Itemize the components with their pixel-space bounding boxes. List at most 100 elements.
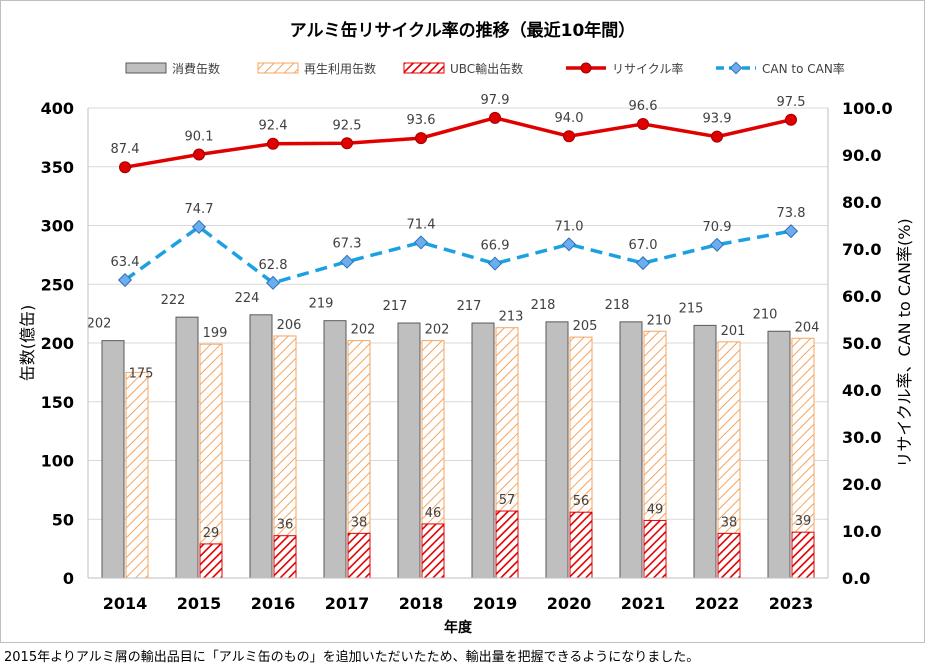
bar-consumed: [323, 320, 347, 579]
bar-ubc: [273, 535, 297, 579]
x-tick-label: 2017: [325, 594, 370, 613]
y-tick-label: 50: [52, 510, 74, 529]
bar-ubc: [791, 531, 815, 579]
bar-consumed: [767, 330, 791, 579]
gridlines: [88, 107, 828, 579]
y2-tick-label: 80.0: [842, 193, 881, 212]
legend-swatch-consumed: [125, 62, 167, 74]
bar-consumed: [693, 324, 717, 579]
recycle-rate-point: [193, 148, 205, 161]
bar-consumed-label: 224: [235, 291, 260, 306]
recycle-rate-label: 97.9: [481, 93, 510, 108]
x-tick-label: 2020: [547, 594, 592, 613]
y2-tick-label: 50.0: [842, 334, 881, 353]
recycle-rate-point: [637, 117, 649, 130]
legend-marker-can-to-can: [729, 61, 743, 75]
y2-tick-label: 90.0: [842, 146, 881, 165]
chart-title: アルミ缶リサイクル率の推移（最近10年間）: [289, 21, 636, 41]
y2-tick-label: 70.0: [842, 240, 881, 259]
recycle-rate-point: [489, 111, 501, 124]
bar-recycled-label: 205: [573, 319, 598, 334]
bar-recycled-label: 199: [203, 326, 228, 341]
legend-label-ubc: UBC輸出缶数: [450, 61, 523, 76]
legend-marker-recycle-rate: [580, 62, 592, 74]
bar-consumed: [545, 321, 569, 579]
bar-consumed-label: 217: [457, 299, 482, 314]
bar-consumed: [101, 340, 125, 579]
recycle-rate-point: [785, 113, 797, 126]
can-to-can-rate-point: [191, 219, 207, 234]
bar-ubc: [643, 519, 667, 579]
can-to-can-rate-point: [635, 256, 651, 271]
bar-ubc-label: 39: [795, 514, 812, 529]
y-tick-label: 0: [63, 569, 74, 588]
recycle-rate-label: 94.0: [555, 111, 584, 126]
bar-ubc-label: 29: [203, 526, 220, 541]
y2-tick-label: 60.0: [842, 287, 881, 306]
footnote: 2015年よりアルミ屑の輸出品目に「アルミ缶のもの」を追加いただいたため、輸出量…: [4, 650, 700, 665]
x-tick-label: 2018: [399, 594, 444, 613]
recycle-rate-point: [415, 132, 427, 145]
bar-recycled: [199, 343, 223, 579]
bar-ubc: [569, 511, 593, 579]
recycle-rate-line: [124, 116, 792, 169]
lines-layer: [117, 111, 799, 290]
bar-ubc: [347, 532, 371, 579]
recycle-rate-point: [341, 137, 353, 150]
x-tick-label: 2021: [621, 594, 666, 613]
legend-label-recycled: 再生利用缶数: [304, 61, 376, 76]
labels-layer: 202 175 222 199 29 224 206 36 219 202 38 217 202 46 21…: [87, 93, 820, 541]
can-to-can-rate-point: [709, 237, 725, 252]
y-tick-label: 300: [41, 217, 74, 236]
x-tick-label: 2022: [695, 594, 740, 613]
y-tick-label: 250: [41, 275, 74, 294]
can-to-can-rate-point: [783, 224, 799, 239]
can-to-can-rate-point: [413, 235, 429, 250]
bar-ubc-label: 56: [573, 494, 590, 509]
recycle-rate-label: 90.1: [185, 130, 214, 145]
recycle-rate-label: 97.5: [777, 95, 806, 110]
y2-tick-label: 30.0: [842, 428, 881, 447]
can-to-can-rate-point: [339, 254, 355, 269]
can-to-can-rate-label: 67.0: [629, 238, 658, 253]
legend-label-recycle-rate: リサイクル率: [612, 61, 683, 76]
bar-ubc-label: 49: [647, 502, 664, 517]
y2-tick-label: 100.0: [842, 99, 893, 118]
can-to-can-rate-label: 66.9: [481, 239, 510, 254]
x-axis-title: 年度: [444, 619, 473, 636]
bar-recycled-label: 175: [129, 366, 154, 381]
axes-layer: 0 50 100 150 200 250 300 350 400 0.0 10.0 20.0 30.0 4…: [18, 99, 914, 636]
y2-tick-label: 0.0: [842, 569, 870, 588]
recycle-rate-point: [119, 161, 131, 174]
bar-recycled: [125, 371, 149, 579]
can-to-can-rate-line: [123, 224, 792, 285]
recycle-rate-point: [711, 130, 723, 143]
recycle-rate-label: 87.4: [111, 142, 140, 157]
can-to-can-rate-label: 74.7: [185, 202, 214, 217]
y-axis-title: 缶数(億缶): [18, 305, 37, 382]
bar-ubc: [421, 523, 445, 579]
y2-tick-label: 40.0: [842, 381, 881, 400]
bar-recycled-label: 206: [277, 318, 302, 333]
y-tick-label: 150: [41, 393, 74, 412]
recycle-rate-label: 92.4: [259, 119, 288, 134]
bar-consumed-label: 222: [161, 293, 186, 308]
bar-recycled-label: 202: [351, 323, 376, 338]
can-to-can-rate-point: [117, 272, 133, 288]
recycle-rate-label: 92.5: [333, 118, 362, 133]
can-to-can-rate-label: 71.0: [555, 219, 584, 234]
bar-consumed-label: 210: [753, 307, 778, 322]
bar-recycled-label: 201: [721, 324, 746, 339]
recycle-rate-label: 93.9: [703, 112, 732, 127]
bar-consumed: [397, 322, 421, 579]
y2-axis-title: リサイクル率、CAN to CAN率(%): [895, 218, 914, 467]
bar-ubc: [717, 532, 741, 579]
can-to-can-rate-label: 71.4: [407, 217, 436, 232]
legend-swatch-ubc: [403, 62, 445, 74]
recycle-rate-point: [563, 130, 575, 143]
recycle-rate-point: [267, 137, 279, 150]
bar-recycled-label: 213: [499, 310, 524, 325]
legend-label-can-to-can: CAN to CAN率: [762, 61, 845, 76]
x-tick-label: 2023: [769, 594, 814, 613]
bar-ubc-label: 38: [351, 515, 368, 530]
